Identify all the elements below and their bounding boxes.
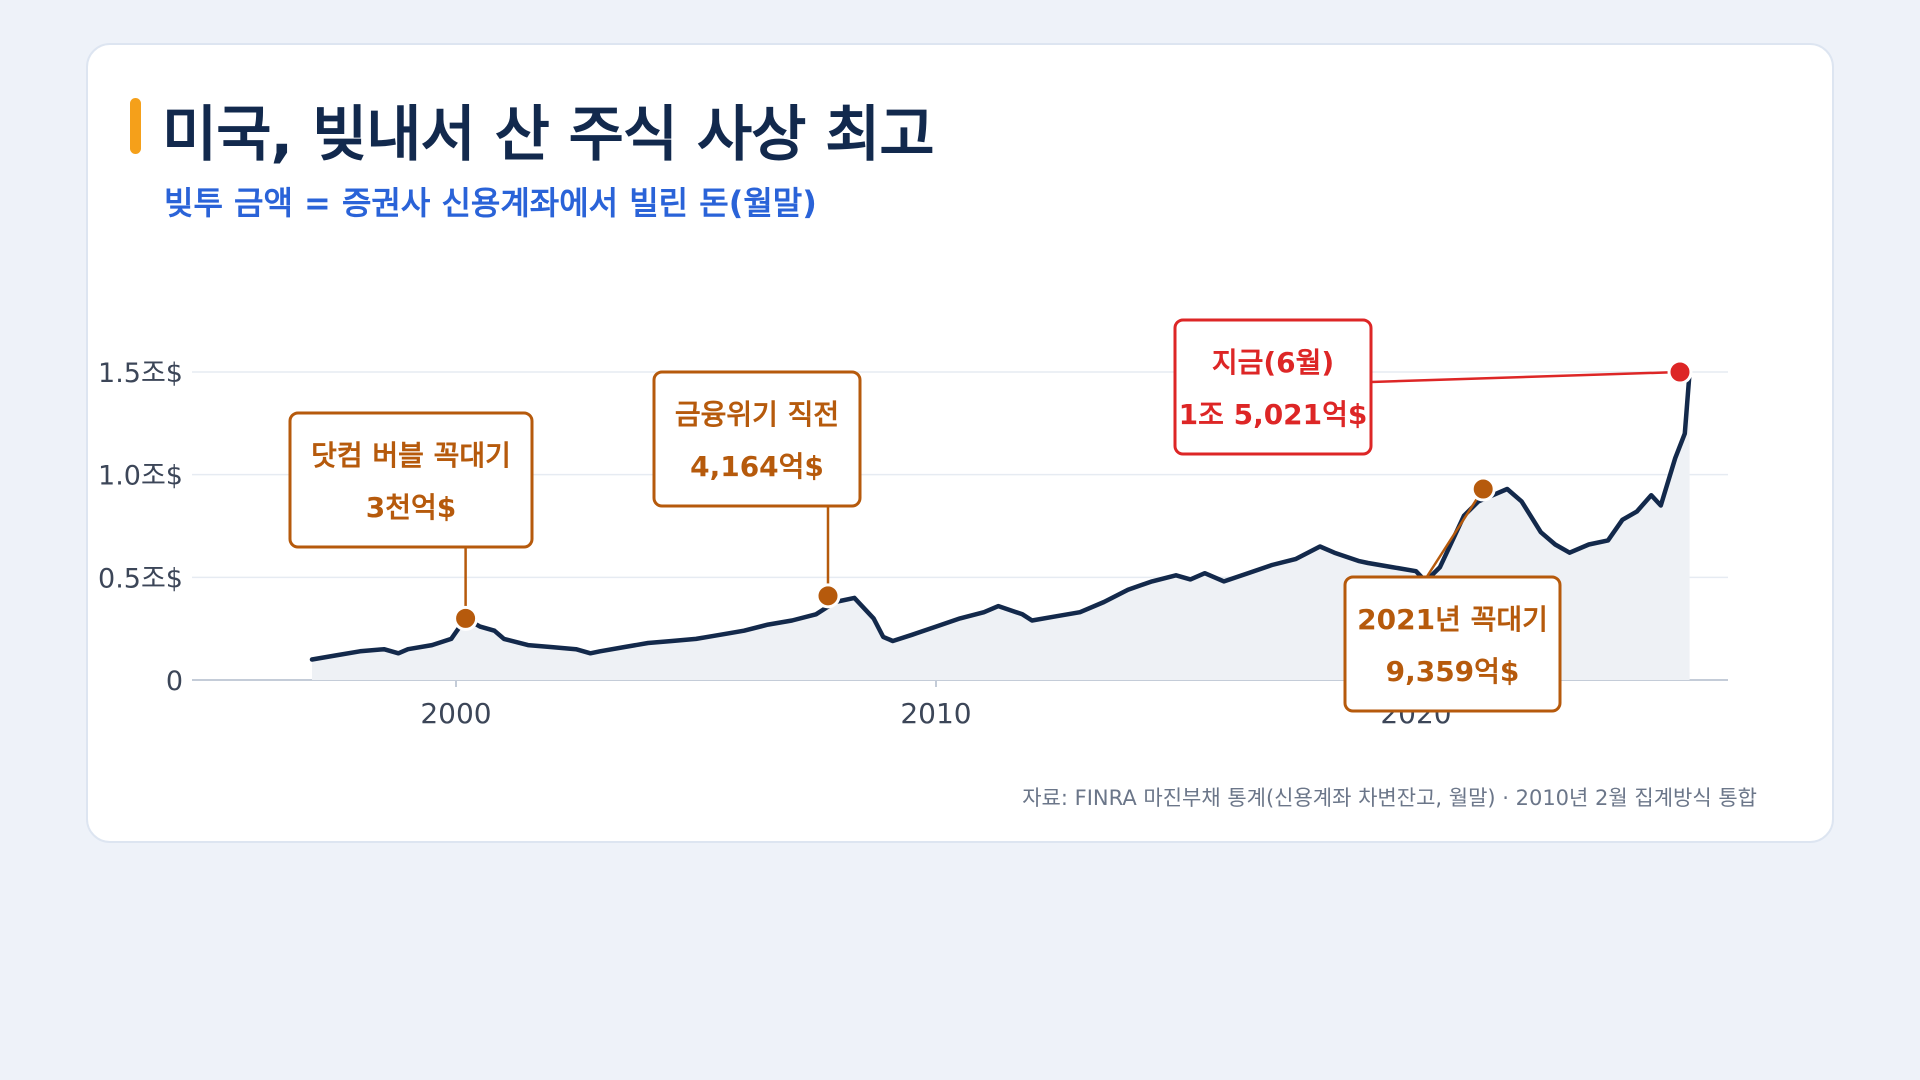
annotation-3: 2021년 꼭대기 9,359억$: [1343, 476, 1562, 713]
title-accent-bar: [130, 98, 141, 154]
annotation-label: 닷컴 버블 꼭대기: [311, 439, 511, 472]
annotation-2: 금융위기 직전 4,164억$: [652, 370, 862, 609]
y-tick-label: 1.5조$: [98, 358, 183, 389]
annotation-box: [288, 411, 534, 549]
annotation-point: [1667, 359, 1693, 385]
y-tick-label: 0.5조$: [98, 563, 183, 594]
annotation-label: 금융위기 직전: [675, 398, 839, 431]
annotation-leader: [1425, 488, 1485, 578]
annotation-value: 4,164억$: [690, 450, 824, 483]
y-tick-label: 0: [166, 666, 183, 697]
annotation-1: 닷컴 버블 꼭대기 3천억$: [288, 411, 534, 631]
source-note: 자료: FINRA 마진부채 통계(신용계좌 차변잔고, 월말) · 2010년…: [1022, 786, 1757, 810]
annotation-box: [652, 370, 862, 508]
annotation-value: 9,359억$: [1386, 655, 1520, 688]
annotation-point: [453, 605, 479, 631]
annotation-box: [1343, 575, 1562, 713]
x-tick-label: 2000: [420, 697, 491, 730]
y-tick-label: 1.0조$: [98, 461, 183, 492]
annotation-leader: [1370, 370, 1681, 384]
annotation-point: [1470, 476, 1496, 502]
annotation-value: 3천억$: [366, 491, 457, 524]
annotation-value: 1조 5,021억$: [1179, 398, 1368, 431]
series-line: [309, 369, 1692, 662]
annotation-point: [815, 583, 841, 609]
chart-title: 미국, 빚내서 산 주식 사상 최고: [162, 100, 935, 170]
annotation-box: [1173, 318, 1373, 456]
annotation-label: 2021년 꼭대기: [1357, 603, 1548, 636]
chart-subtitle: 빚투 금액 = 증권사 신용계좌에서 빌린 돈(월말): [164, 184, 817, 222]
x-tick-label: 2010: [900, 697, 971, 730]
annotation-label: 지금(6월): [1212, 346, 1334, 379]
annotation-4: 지금(6월) 1조 5,021억$: [1173, 318, 1693, 456]
